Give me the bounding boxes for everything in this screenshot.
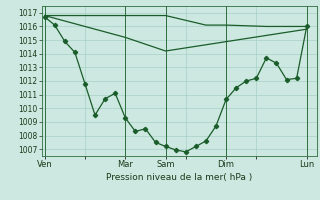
- X-axis label: Pression niveau de la mer( hPa ): Pression niveau de la mer( hPa ): [106, 173, 252, 182]
